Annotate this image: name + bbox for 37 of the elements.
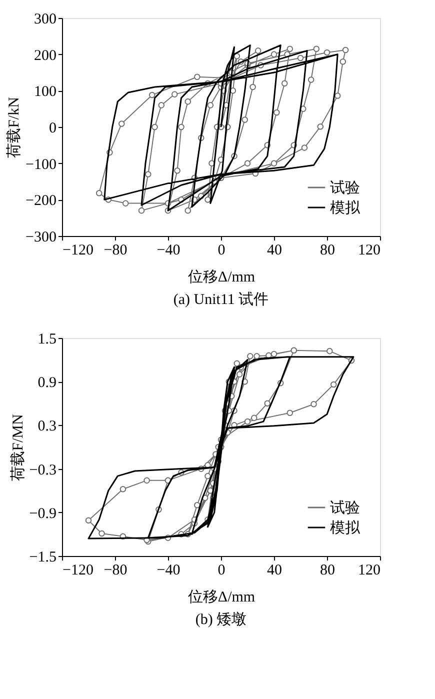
y-axis-title: 荷载F/MN xyxy=(9,414,26,481)
x-tick-label: 120 xyxy=(358,242,380,258)
text: (a) Unit11 试件 xyxy=(173,291,269,308)
y-tick-label: 0 xyxy=(49,120,56,136)
x-tick-label: 80 xyxy=(320,242,335,258)
y-tick-label: −200 xyxy=(26,193,56,210)
legend-label: 试验 xyxy=(330,500,360,516)
y-tick-label: −1.5 xyxy=(29,550,56,566)
x-tick-label: −80 xyxy=(104,242,128,258)
y-tick-label: 100 xyxy=(34,84,56,100)
y-tick-label: −0.3 xyxy=(29,462,56,478)
x-tick-label: 120 xyxy=(358,562,380,578)
x-tick-label: −40 xyxy=(156,242,180,258)
legend-label: 模拟 xyxy=(330,200,361,216)
x-tick-label: −40 xyxy=(156,562,180,578)
x-tick-label: −120 xyxy=(62,242,94,258)
y-tick-label: −300 xyxy=(26,230,56,246)
x-tick-label: 40 xyxy=(267,242,282,258)
y-tick-label: −100 xyxy=(26,156,56,173)
x-tick-label: 0 xyxy=(218,242,226,258)
y-tick-label: 300 xyxy=(34,12,56,28)
x-tick-label: 0 xyxy=(218,562,226,578)
x-tick-label: −80 xyxy=(104,562,128,578)
text: (b) 矮墩 xyxy=(195,611,247,628)
x-tick-label: 80 xyxy=(320,562,335,578)
legend-label: 模拟 xyxy=(330,520,361,536)
x-tick-label: 40 xyxy=(267,562,282,578)
y-tick-label: 200 xyxy=(34,48,56,64)
legend-label: 试验 xyxy=(330,180,360,196)
y-tick-label: −0.9 xyxy=(29,506,56,522)
y-axis-title: 荷载F/kN xyxy=(6,96,23,158)
x-axis-title: 位移Δ/mm xyxy=(188,588,256,606)
y-tick-label: 0.9 xyxy=(38,375,56,392)
x-tick-label: −120 xyxy=(62,562,94,578)
x-axis-title: 位移Δ/mm xyxy=(188,268,256,286)
y-tick-label: 0.3 xyxy=(38,418,56,435)
y-tick-label: 1.5 xyxy=(38,332,56,348)
